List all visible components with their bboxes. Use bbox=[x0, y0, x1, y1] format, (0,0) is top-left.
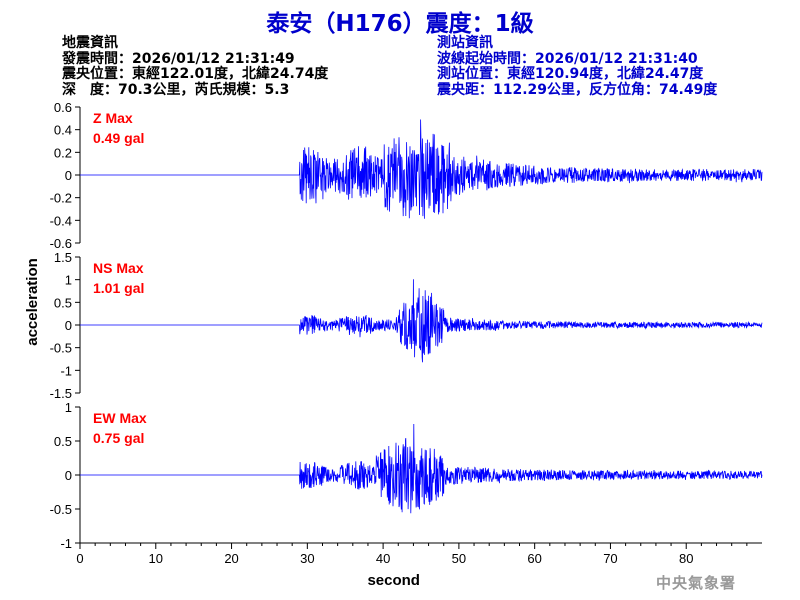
y-tick-label: -0.6 bbox=[50, 236, 72, 251]
epicentral-distance: 震央距：112.29公里，反方位角：74.49度 bbox=[437, 81, 718, 98]
series-name-label: EW Max bbox=[93, 410, 147, 426]
x-tick-label: 20 bbox=[224, 551, 238, 566]
y-tick-label: 1 bbox=[65, 400, 72, 415]
earthquake-info-heading: 地震資訊 bbox=[62, 35, 118, 51]
y-tick-label: 0 bbox=[65, 168, 72, 183]
x-tick-label: 10 bbox=[149, 551, 163, 566]
x-tick-label: 80 bbox=[679, 551, 693, 566]
series-max-value: 0.49 gal bbox=[93, 130, 144, 146]
y-tick-label: 0 bbox=[65, 468, 72, 483]
y-tick-label: -0.2 bbox=[50, 191, 72, 206]
page-title: 泰安（H176）震度：1級 bbox=[266, 11, 534, 37]
x-tick-label: 40 bbox=[376, 551, 390, 566]
series-name-label: Z Max bbox=[93, 110, 133, 126]
agency-footer: 中央氣象署 bbox=[656, 574, 737, 592]
y-tick-label: 0.2 bbox=[54, 145, 72, 160]
x-tick-label: 50 bbox=[452, 551, 466, 566]
series-max-value: 1.01 gal bbox=[93, 280, 144, 296]
y-tick-label: 0.4 bbox=[54, 123, 72, 138]
x-tick-label: 60 bbox=[527, 551, 541, 566]
depth-magnitude: 深 度：70.3公里，芮氏規模：5.3 bbox=[62, 81, 290, 98]
y-tick-label: 1.5 bbox=[54, 250, 72, 265]
x-tick-label: 30 bbox=[300, 551, 314, 566]
earthquake-info-panel: 地震資訊 發震時間：2026/01/12 21:31:49 震央位置：東經122… bbox=[62, 35, 329, 98]
series-name-label: NS Max bbox=[93, 260, 144, 276]
station-info-heading: 測站資訊 bbox=[437, 35, 493, 51]
x-tick-label: 0 bbox=[76, 551, 83, 566]
y-tick-label: 0 bbox=[65, 318, 72, 333]
station-info-panel: 測站資訊 波線起始時間：2026/01/12 21:31:40 測站位置：東經1… bbox=[437, 35, 718, 98]
y-tick-label: -0.4 bbox=[50, 213, 72, 228]
x-tick-label: 70 bbox=[603, 551, 617, 566]
waveform-trace-z bbox=[80, 119, 763, 219]
waveform-trace-ew bbox=[80, 423, 763, 514]
epicenter-location: 震央位置：東經122.01度，北緯24.74度 bbox=[62, 66, 329, 82]
waveform-trace-ns bbox=[80, 279, 763, 363]
y-tick-label: -1.5 bbox=[50, 386, 72, 401]
waveform-start-time: 波線起始時間：2026/01/12 21:31:40 bbox=[437, 50, 698, 67]
y-tick-label: 1 bbox=[65, 273, 72, 288]
station-location: 測站位置：東經120.94度，北緯24.47度 bbox=[437, 66, 704, 82]
origin-time: 發震時間：2026/01/12 21:31:49 bbox=[62, 50, 295, 67]
y-tick-label: -1 bbox=[60, 363, 72, 378]
y-tick-label: -0.5 bbox=[50, 502, 72, 517]
y-axis-title: acceleration bbox=[24, 258, 41, 346]
y-tick-label: 0.5 bbox=[54, 295, 72, 310]
x-axis-title: second bbox=[367, 572, 420, 589]
series-max-value: 0.75 gal bbox=[93, 430, 144, 446]
y-tick-label: -0.5 bbox=[50, 341, 72, 356]
y-tick-label: 0.6 bbox=[54, 100, 72, 115]
y-tick-label: -1 bbox=[60, 536, 72, 551]
y-tick-label: 0.5 bbox=[54, 434, 72, 449]
